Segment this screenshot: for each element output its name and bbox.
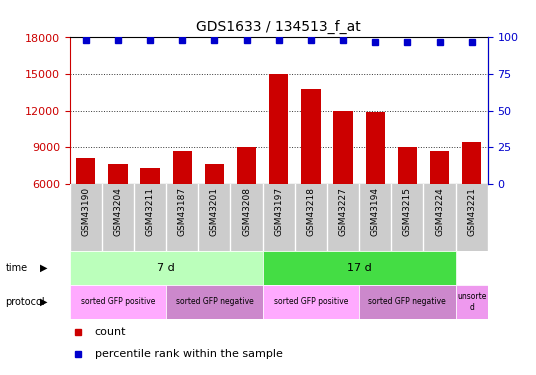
Bar <box>70 251 263 285</box>
Text: GSM43197: GSM43197 <box>274 187 283 236</box>
Bar <box>205 164 224 184</box>
Text: sorted GFP positive: sorted GFP positive <box>81 297 155 306</box>
Text: protocol: protocol <box>5 297 45 307</box>
Bar <box>108 164 128 184</box>
Text: GSM43194: GSM43194 <box>371 187 379 236</box>
Text: GSM43204: GSM43204 <box>114 187 122 236</box>
Text: GSM43208: GSM43208 <box>242 187 251 236</box>
Text: unsorte
d: unsorte d <box>457 292 486 312</box>
Bar <box>173 151 192 184</box>
Text: GSM43221: GSM43221 <box>467 187 476 236</box>
Bar <box>366 112 385 184</box>
Text: sorted GFP positive: sorted GFP positive <box>274 297 348 306</box>
Text: sorted GFP negative: sorted GFP negative <box>368 297 446 306</box>
Text: time: time <box>5 263 27 273</box>
Text: GSM43211: GSM43211 <box>146 187 154 236</box>
Text: GSM43201: GSM43201 <box>210 187 219 236</box>
Text: GSM43224: GSM43224 <box>435 187 444 236</box>
Bar <box>263 285 359 319</box>
Title: GDS1633 / 134513_f_at: GDS1633 / 134513_f_at <box>196 20 361 34</box>
Text: GSM43187: GSM43187 <box>178 187 187 236</box>
Text: GSM43218: GSM43218 <box>307 187 315 236</box>
Text: ▶: ▶ <box>40 297 48 307</box>
Bar <box>462 142 481 184</box>
Text: GSM43190: GSM43190 <box>81 187 90 236</box>
Text: percentile rank within the sample: percentile rank within the sample <box>95 349 282 359</box>
Text: 7 d: 7 d <box>157 263 175 273</box>
Bar <box>398 147 417 184</box>
Text: count: count <box>95 327 126 338</box>
Bar <box>263 251 456 285</box>
Bar <box>301 89 321 184</box>
Text: ▶: ▶ <box>40 263 48 273</box>
Bar <box>166 285 263 319</box>
Bar <box>333 111 353 184</box>
Bar <box>76 158 95 184</box>
Text: 17 d: 17 d <box>347 263 371 273</box>
Text: GSM43227: GSM43227 <box>339 187 347 236</box>
Bar <box>456 285 488 319</box>
Bar <box>70 285 166 319</box>
Bar <box>140 168 160 184</box>
Bar <box>430 151 449 184</box>
Bar <box>359 285 456 319</box>
Bar <box>237 147 256 184</box>
Bar <box>269 74 288 184</box>
Text: GSM43215: GSM43215 <box>403 187 412 236</box>
Text: sorted GFP negative: sorted GFP negative <box>175 297 254 306</box>
